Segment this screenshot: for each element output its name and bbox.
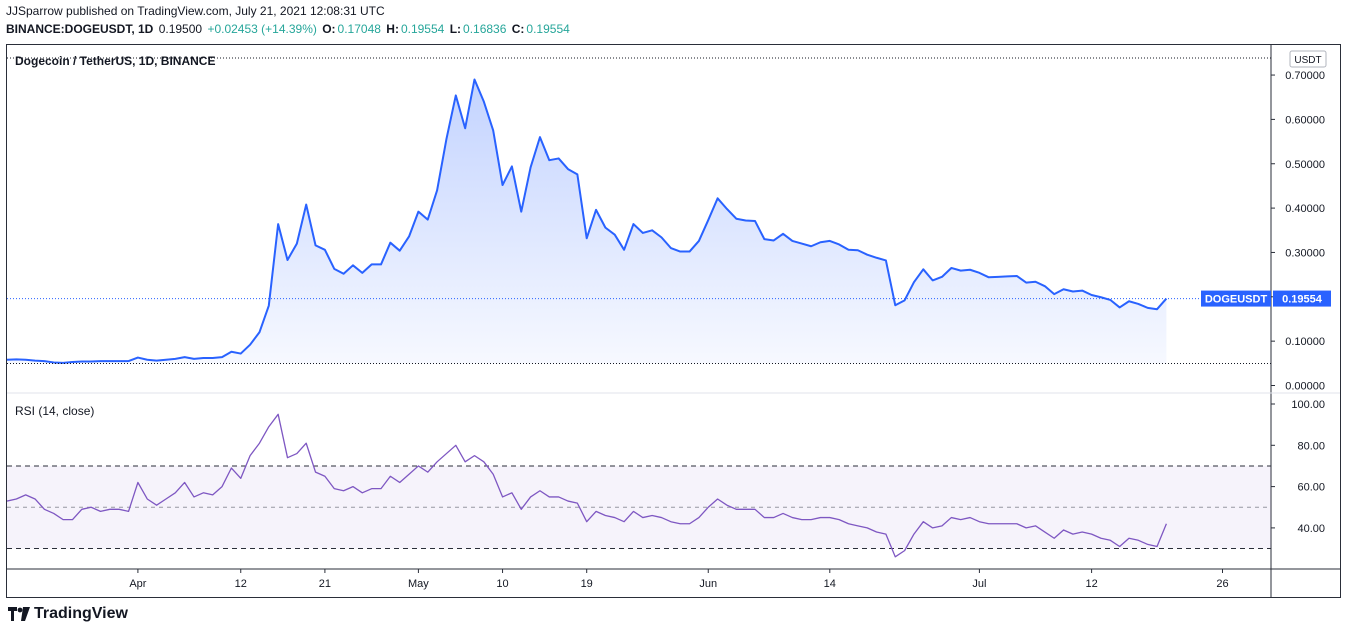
time-tick-label: Jul (972, 578, 986, 590)
currency-badge-label: USDT (1294, 55, 1321, 66)
close-label: C: (511, 22, 525, 36)
rsi-tick-label: 80.00 (1297, 440, 1325, 452)
open-value: 0.17048 (337, 22, 381, 36)
low-value: 0.16836 (463, 22, 507, 36)
price-tick-label: 0.30000 (1285, 247, 1325, 259)
high-label: H: (386, 22, 399, 36)
rsi-tick-label: 60.00 (1297, 482, 1325, 494)
time-axis[interactable]: Apr 12 21 May 10 19 Jun 14 Jul 12 26 (7, 568, 1340, 590)
open-label: O: (322, 22, 336, 36)
tradingview-icon (8, 607, 30, 621)
low-label: L: (449, 22, 462, 36)
rsi-line (6, 413, 1168, 558)
chart-svg[interactable]: Dogecoin / TetherUS, 1D, BINANCE USDT 0.… (6, 45, 1340, 597)
tradingview-brand: TradingView (34, 605, 128, 622)
price-tick-label: 0.40000 (1285, 203, 1325, 215)
time-tick-label: Jun (699, 578, 717, 590)
high-value: 0.19554 (400, 22, 445, 36)
ohlc-line: BINANCE:DOGEUSDT, 1D 0.19500 +0.02453 (+… (6, 22, 572, 36)
price-tick-label: 0.00000 (1285, 381, 1325, 393)
rsi-pane[interactable]: 40.00 60.00 80.00 100.00 (6, 399, 1325, 558)
rsi-tick-label: 100.00 (1291, 399, 1325, 411)
tradingview-logo[interactable]: TradingView (8, 605, 128, 623)
last-price: 0.19500 (158, 22, 203, 36)
price-line (6, 78, 1168, 364)
time-tick-label: Apr (129, 578, 146, 590)
rsi-tick-label: 40.00 (1297, 523, 1325, 535)
price-tick-label: 0.10000 (1285, 336, 1325, 348)
time-tick-label: 21 (319, 578, 331, 590)
price-area-fill (7, 79, 1167, 364)
time-tick-label: 19 (581, 578, 593, 590)
price-badge-value: 0.19554 (1282, 294, 1323, 306)
time-tick-label: 10 (496, 578, 508, 590)
main-pane-title: Dogecoin / TetherUS, 1D, BINANCE (15, 54, 215, 68)
chart-frame[interactable]: Dogecoin / TetherUS, 1D, BINANCE USDT 0.… (6, 44, 1341, 598)
price-tick-label: 0.60000 (1285, 114, 1325, 126)
price-badge: DOGEUSDT 0.19554 (1201, 290, 1331, 307)
close-value: 0.19554 (526, 22, 570, 36)
time-tick-label: 14 (824, 578, 836, 590)
price-tick-label: 0.50000 (1285, 159, 1325, 171)
time-tick-label: 26 (1216, 578, 1228, 590)
symbol-label: BINANCE:DOGEUSDT, 1D (6, 22, 154, 36)
rsi-pane-title: RSI (14, close) (15, 404, 94, 418)
time-tick-label: 12 (235, 578, 247, 590)
published-line: JJSparrow published on TradingView.com, … (6, 4, 385, 18)
currency-badge[interactable] (1289, 50, 1327, 68)
time-tick-label: May (408, 578, 429, 590)
price-badge-symbol: DOGEUSDT (1205, 294, 1268, 306)
time-tick-label: 12 (1085, 578, 1097, 590)
change-value: +0.02453 (+14.39%) (207, 22, 317, 36)
price-tick-label: 0.70000 (1285, 70, 1325, 82)
